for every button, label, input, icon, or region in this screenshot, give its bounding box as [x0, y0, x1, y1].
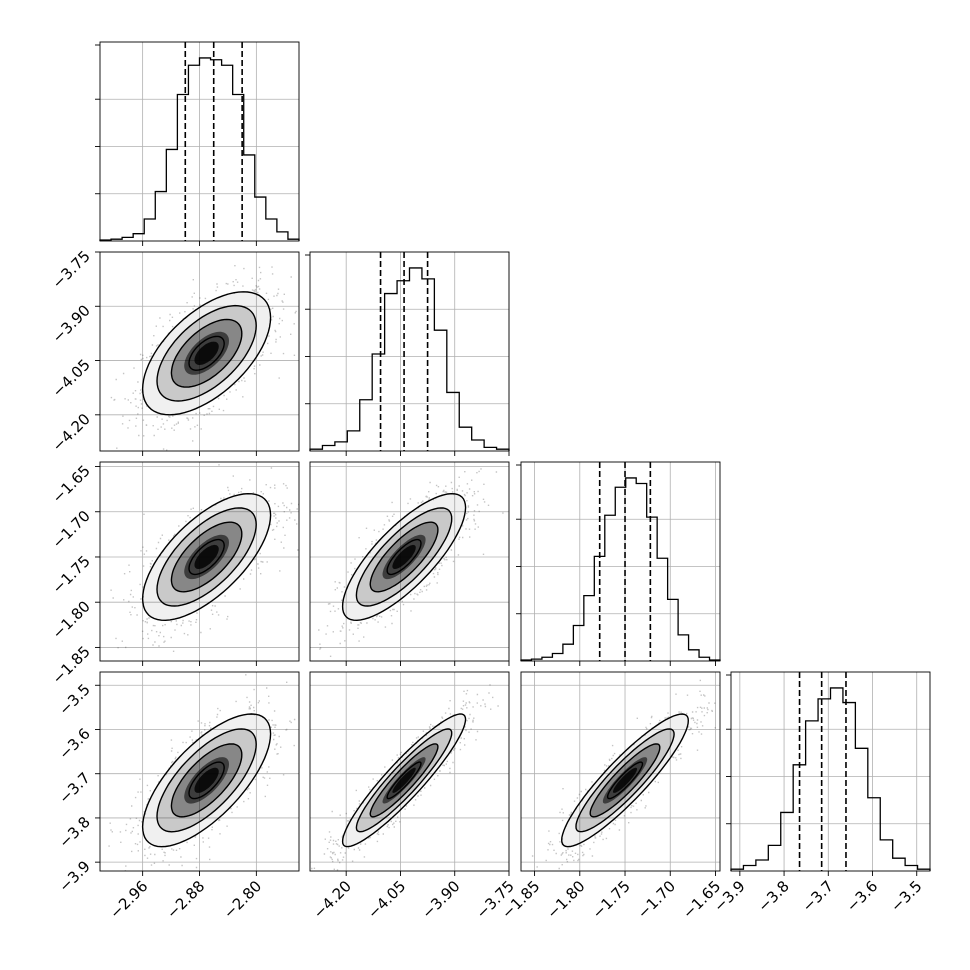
contour-line-1: [355, 728, 453, 833]
hist-panel-0: [95, 41, 300, 246]
contour-line-3: [188, 335, 225, 371]
x-tick-label: −4.05: [364, 877, 409, 922]
y-tick-label: −3.6: [55, 725, 93, 763]
contour-line-2: [170, 743, 243, 818]
contour-line-3: [386, 761, 422, 800]
pair-frame: [520, 671, 721, 872]
y-tick-label: −1.80: [49, 597, 94, 642]
x-tick-label: −2.80: [220, 877, 265, 922]
contour-line-0: [341, 713, 467, 848]
y-tick-label: −3.90: [49, 301, 94, 346]
contour-line-3: [188, 761, 225, 800]
x-tick-label: −2.88: [163, 877, 208, 922]
hist-frame: [520, 461, 721, 662]
density-level-4: [392, 544, 416, 569]
x-tick-label: −1.70: [634, 877, 679, 922]
x-tick-label: −3.7: [799, 877, 837, 915]
contour-line-2: [369, 743, 439, 818]
histogram-step: [520, 477, 721, 661]
contour-line-1: [156, 507, 257, 607]
y-tick-label: −3.7: [55, 769, 93, 807]
pair-panel-3-0: [95, 671, 300, 876]
histogram-step: [730, 687, 931, 871]
density-level-4: [194, 341, 219, 365]
y-tick-label: −1.70: [49, 507, 94, 552]
x-tick-label: −1.75: [589, 877, 634, 922]
hist-frame: [309, 251, 510, 452]
hist-frame: [730, 671, 931, 872]
pair-panel-3-1: [309, 671, 510, 876]
contour-line-3: [386, 538, 422, 576]
pair-frame: [309, 461, 510, 662]
x-tick-label: −2.96: [106, 877, 151, 922]
contour-line-0: [341, 492, 467, 622]
y-tick-label: −3.9: [55, 857, 93, 895]
histogram-step: [99, 57, 300, 241]
density-level-4: [613, 767, 638, 793]
contour-line-2: [170, 521, 243, 593]
y-tick-label: −4.05: [49, 356, 94, 401]
hist-panel-1: [305, 251, 510, 456]
pair-panel-1-0: [95, 251, 300, 456]
pair-panel-2-0: [95, 461, 300, 666]
contour-line-1: [355, 507, 453, 607]
contour-line-0: [141, 291, 272, 416]
y-tick-label: −1.65: [49, 462, 94, 507]
contour-line-0: [141, 492, 272, 622]
x-tick-label: −4.20: [310, 877, 355, 922]
y-tick-label: −4.20: [49, 410, 94, 455]
contour-line-1: [156, 304, 257, 402]
contour-line-0: [141, 713, 272, 848]
contour-line-2: [589, 743, 661, 818]
y-tick-label: −1.85: [49, 643, 94, 688]
contour-line-0: [560, 713, 690, 848]
contour-line-2: [369, 521, 439, 593]
density-level-4: [194, 767, 219, 793]
pair-panel-3-2: [520, 671, 721, 876]
pair-frame: [309, 671, 510, 872]
x-tick-label: −3.5: [887, 877, 925, 915]
y-tick-label: −3.8: [55, 813, 93, 851]
contour-line-3: [606, 761, 644, 800]
density-level-4: [194, 544, 219, 569]
hist-panel-3: [726, 671, 931, 876]
y-tick-label: −1.75: [49, 552, 94, 597]
contour-line-2: [170, 318, 243, 388]
contour-line-1: [156, 728, 257, 833]
x-tick-label: −3.90: [418, 877, 463, 922]
contour-line-3: [188, 538, 225, 576]
x-tick-label: −3.8: [754, 877, 792, 915]
contour-line-1: [575, 728, 675, 833]
x-tick-label: −1.80: [543, 877, 588, 922]
hist-panel-2: [516, 461, 721, 666]
y-tick-label: −3.75: [49, 247, 94, 292]
pair-panel-2-1: [309, 461, 510, 666]
histogram-step: [309, 267, 510, 451]
x-tick-label: −3.6: [843, 877, 881, 915]
density-level-4: [392, 767, 416, 793]
